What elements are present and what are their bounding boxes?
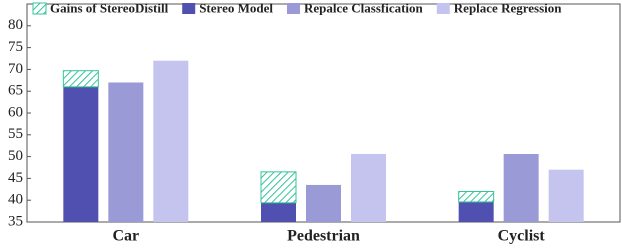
bar-segment — [62, 70, 99, 88]
legend-label: Gains of StereoDistill — [50, 0, 169, 15]
y-tick-label: 80 — [8, 17, 23, 33]
x-tick-label: Pedestrian — [287, 228, 360, 245]
y-tick-label: 35 — [8, 213, 23, 229]
legend-label: Stereo Model — [199, 0, 273, 15]
y-tick-label: 40 — [8, 192, 23, 208]
x-tick-label: Cyclist — [498, 228, 546, 245]
legend-label: Replace Regression — [454, 0, 562, 15]
bar — [261, 202, 296, 222]
bar — [351, 153, 386, 222]
bar — [153, 60, 189, 223]
bar-segment — [260, 171, 297, 204]
bar — [548, 169, 584, 222]
bar — [63, 86, 99, 222]
y-tick-label: 70 — [8, 61, 23, 77]
x-tick-label: Car — [113, 228, 140, 245]
legend-swatch — [182, 3, 196, 14]
y-tick-label: 75 — [8, 39, 23, 55]
y-tick-label: 60 — [8, 104, 23, 120]
legend-swatch — [436, 3, 450, 14]
legend-swatch — [286, 3, 300, 14]
y-tick-label: 45 — [8, 170, 23, 186]
legend-swatch — [32, 2, 47, 15]
y-tick-label: 55 — [8, 126, 23, 142]
bar — [306, 184, 341, 222]
bar — [458, 201, 494, 222]
bar — [503, 153, 539, 222]
bar — [108, 82, 144, 222]
legend-label: Repalce Classfication — [304, 0, 424, 15]
bar-segment — [458, 190, 495, 203]
y-tick-label: 50 — [8, 148, 23, 164]
y-tick-label: 65 — [8, 83, 23, 99]
